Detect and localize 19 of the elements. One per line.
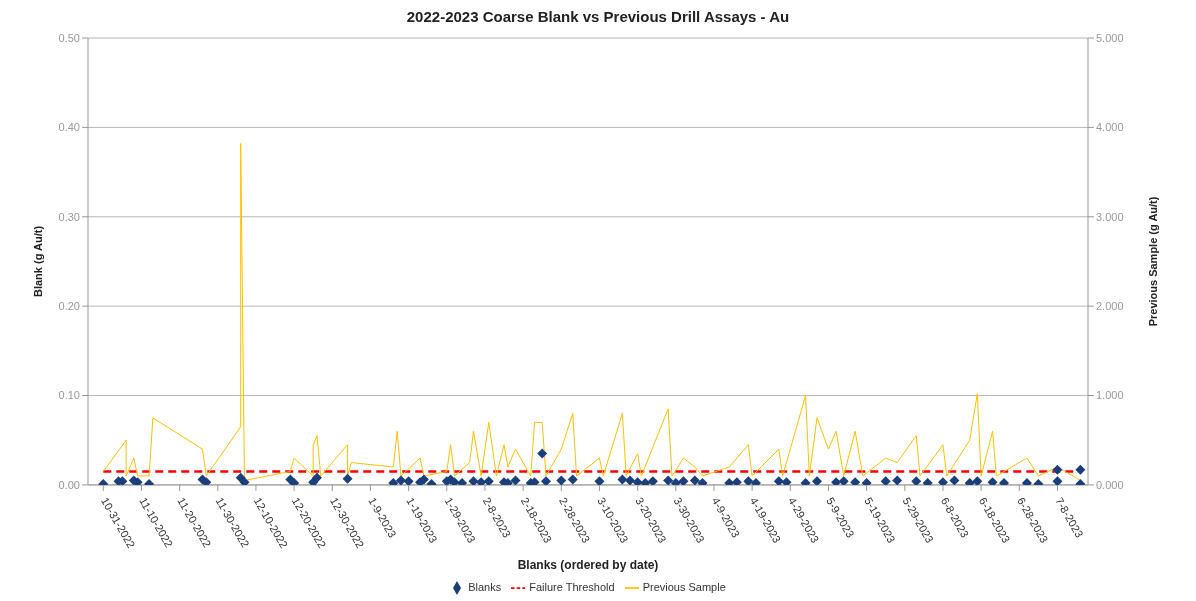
legend-label: Failure Threshold bbox=[529, 580, 615, 593]
y-axis-title: Blank (g Au/t) bbox=[31, 225, 44, 297]
y2-tick-label: 5.000 bbox=[1096, 31, 1124, 44]
x-axis-title: Blanks (ordered by date) bbox=[517, 557, 659, 572]
y-tick-label: 0.00 bbox=[58, 478, 80, 491]
y-tick-label: 0.10 bbox=[58, 389, 80, 402]
y2-tick-label: 4.000 bbox=[1096, 121, 1124, 134]
y2-tick-label: 3.000 bbox=[1096, 210, 1124, 223]
y2-tick-label: 2.000 bbox=[1096, 300, 1124, 313]
chart-title: 2022-2023 Coarse Blank vs Previous Drill Assays - Au bbox=[405, 8, 791, 27]
y2-tick-label: 0.000 bbox=[1096, 478, 1124, 491]
legend-label: Previous Sample bbox=[642, 580, 726, 593]
y-tick-label: 0.40 bbox=[58, 121, 80, 134]
y-tick-label: 0.20 bbox=[58, 300, 80, 313]
y2-axis-title: Previous Sample (g Au/t) bbox=[1146, 196, 1159, 327]
legend-label: Blanks bbox=[468, 580, 502, 593]
y-tick-label: 0.50 bbox=[58, 31, 80, 44]
y2-tick-label: 1.000 bbox=[1096, 389, 1124, 402]
y-tick-label: 0.30 bbox=[58, 210, 80, 223]
